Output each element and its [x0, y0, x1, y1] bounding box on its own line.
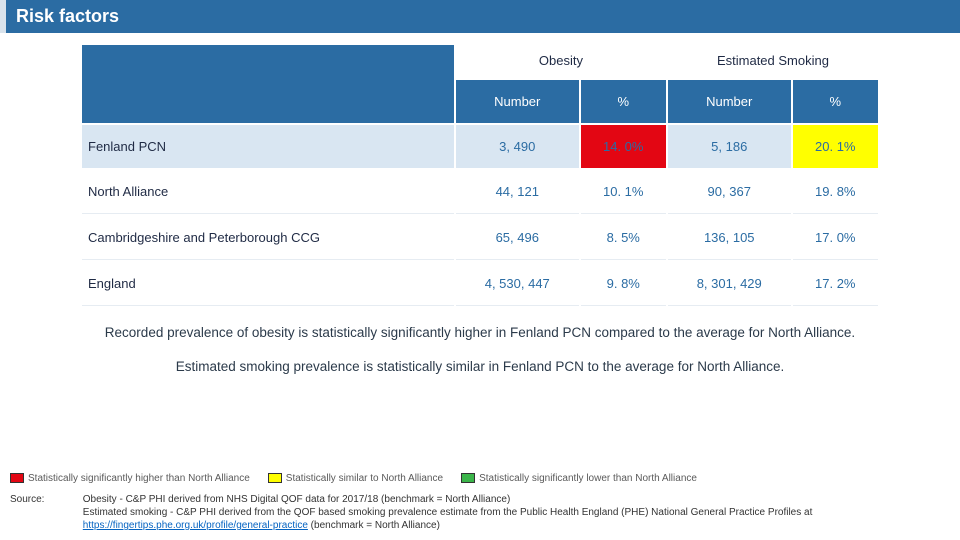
- row-label: North Alliance: [82, 170, 454, 214]
- source-line2a: Estimated smoking - C&P PHI derived from…: [83, 507, 813, 518]
- subheader-smoking-number: Number: [668, 80, 791, 123]
- legend: Statistically significantly higher than …: [10, 473, 697, 484]
- table-cell: 8, 301, 429: [668, 262, 791, 306]
- legend-label: Statistically significantly lower than N…: [479, 473, 697, 484]
- table-cell: 136, 105: [668, 216, 791, 260]
- header-blank: [82, 45, 454, 123]
- commentary-2: Estimated smoking prevalence is statisti…: [100, 358, 860, 376]
- table-cell: 17. 0%: [793, 216, 878, 260]
- source-link[interactable]: https://fingertips.phe.org.uk/profile/ge…: [83, 520, 308, 531]
- table-cell: 8. 5%: [581, 216, 666, 260]
- legend-swatch: [10, 473, 24, 483]
- table-cell: 3, 490: [456, 125, 579, 168]
- legend-item: Statistically significantly lower than N…: [461, 473, 697, 484]
- page-title-bar: Risk factors: [0, 0, 960, 33]
- table-cell: 90, 367: [668, 170, 791, 214]
- group-header-obesity: Obesity: [456, 45, 666, 78]
- subheader-smoking-pct: %: [793, 80, 878, 123]
- risk-factors-table-wrap: Obesity Estimated Smoking Number % Numbe…: [80, 43, 880, 308]
- legend-item: Statistically significantly higher than …: [10, 473, 250, 484]
- table-body: Fenland PCN3, 49014. 0%5, 18620. 1%North…: [82, 125, 878, 306]
- commentary-1: Recorded prevalence of obesity is statis…: [100, 324, 860, 342]
- legend-swatch: [268, 473, 282, 483]
- subheader-obesity-pct: %: [581, 80, 666, 123]
- subheader-obesity-number: Number: [456, 80, 579, 123]
- table-cell: 14. 0%: [581, 125, 666, 168]
- table-cell: 10. 1%: [581, 170, 666, 214]
- legend-swatch: [461, 473, 475, 483]
- legend-item: Statistically similar to North Alliance: [268, 473, 443, 484]
- table-row: England4, 530, 4479. 8%8, 301, 42917. 2%: [82, 262, 878, 306]
- table-row: Cambridgeshire and Peterborough CCG65, 4…: [82, 216, 878, 260]
- table-row: North Alliance44, 12110. 1%90, 36719. 8%: [82, 170, 878, 214]
- table-cell: 17. 2%: [793, 262, 878, 306]
- source-line1: Obesity - C&P PHI derived from NHS Digit…: [83, 494, 511, 505]
- source-line2b: (benchmark = North Alliance): [308, 520, 440, 531]
- row-label: Cambridgeshire and Peterborough CCG: [82, 216, 454, 260]
- row-label: Fenland PCN: [82, 125, 454, 168]
- risk-factors-table: Obesity Estimated Smoking Number % Numbe…: [80, 43, 880, 308]
- table-cell: 4, 530, 447: [456, 262, 579, 306]
- source-body: Obesity - C&P PHI derived from NHS Digit…: [83, 493, 943, 532]
- page-title: Risk factors: [16, 6, 119, 26]
- source-label: Source:: [10, 493, 80, 506]
- table-cell: 19. 8%: [793, 170, 878, 214]
- source-block: Source: Obesity - C&P PHI derived from N…: [10, 493, 950, 532]
- table-cell: 5, 186: [668, 125, 791, 168]
- legend-label: Statistically significantly higher than …: [28, 473, 250, 484]
- table-cell: 20. 1%: [793, 125, 878, 168]
- table-cell: 9. 8%: [581, 262, 666, 306]
- table-row: Fenland PCN3, 49014. 0%5, 18620. 1%: [82, 125, 878, 168]
- table-cell: 44, 121: [456, 170, 579, 214]
- row-label: England: [82, 262, 454, 306]
- table-cell: 65, 496: [456, 216, 579, 260]
- legend-label: Statistically similar to North Alliance: [286, 473, 443, 484]
- group-header-smoking: Estimated Smoking: [668, 45, 878, 78]
